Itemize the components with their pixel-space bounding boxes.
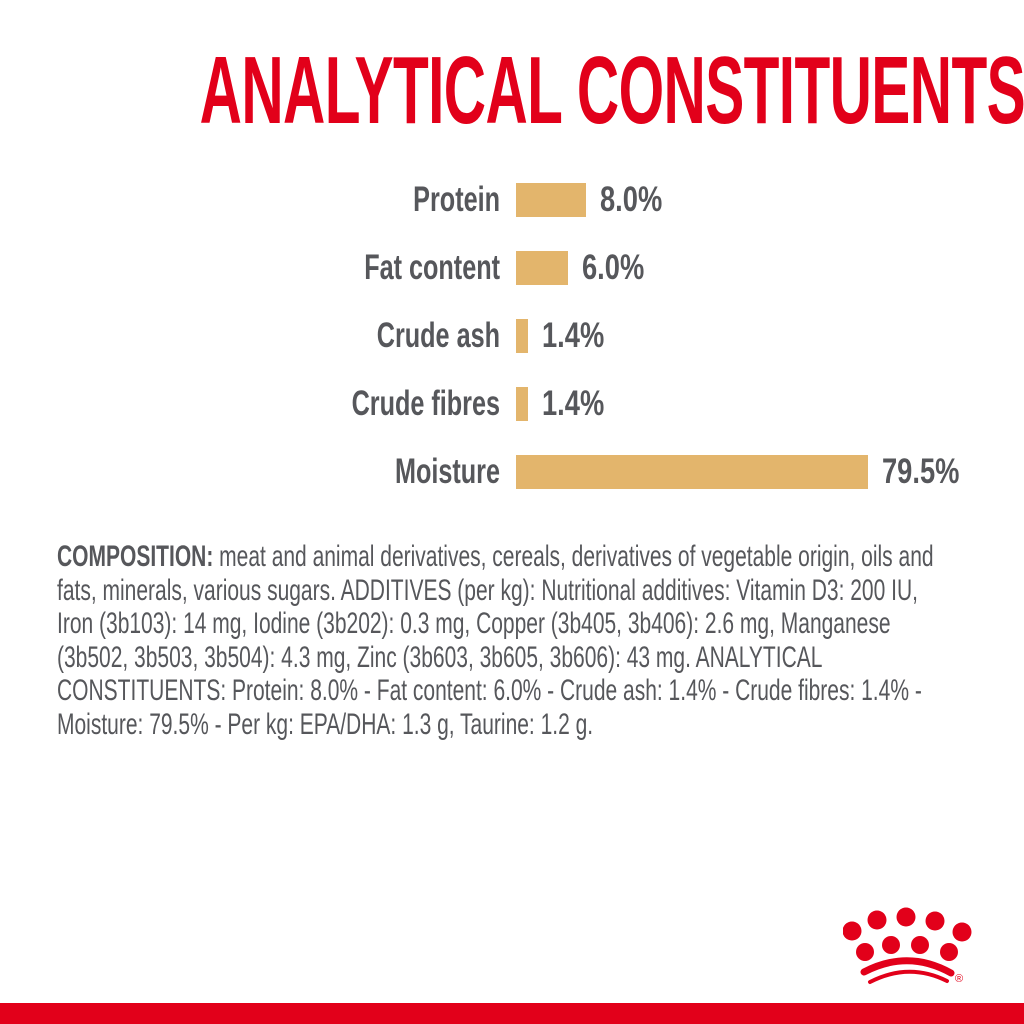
chart-category-label: Protein [413,180,500,219]
chart-value-label: 1.4% [542,316,605,355]
chart-value-label: 79.5% [882,452,960,491]
royal-canin-crown-logo-icon: ® [843,907,972,985]
composition-line: (3b502, 3b503, 3b504): 4.3 mg, Zinc (3b6… [57,640,823,674]
bottom-red-band [0,1003,1024,1024]
composition-line: COMPOSITION: meat and animal derivatives… [57,540,934,574]
chart-value-label: 6.0% [582,248,645,287]
composition-text: COMPOSITION: meat and animal derivatives… [57,540,1024,741]
page-title: ANALYTICAL CONSTITUENTS [199,37,1024,144]
chart-bar [516,319,529,353]
chart-row-crude-fibres: Crude fibres 1.4% [140,370,1000,438]
chart-row-fat-content: Fat content 6.0% [140,234,1000,302]
chart-bar [516,183,586,217]
chart-bar [516,251,569,285]
chart-category-label: Fat content [364,248,500,287]
chart-row-protein: Protein 8.0% [140,166,1000,234]
composition-bold-label: COMPOSITION: [57,540,214,573]
composition-line: Moisture: 79.5% - Per kg: EPA/DHA: 1.3 g… [57,707,594,741]
composition-line-text: meat and animal derivatives, cereals, de… [213,540,934,573]
analytical-constituents-chart: Protein 8.0% Fat content 6.0% Crude ash … [140,166,1000,506]
composition-line: CONSTITUENTS: Protein: 8.0% - Fat conten… [57,674,922,707]
composition-line: fats, minerals, various sugars. ADDITIVE… [57,573,918,607]
registered-mark: ® [955,973,963,985]
chart-category-label: Crude fibres [351,384,500,423]
chart-value-label: 8.0% [599,180,662,219]
chart-row-moisture: Moisture 79.5% [140,438,1000,506]
chart-value-label: 1.4% [542,384,605,423]
composition-line: Iron (3b103): 14 mg, Iodine (3b202): 0.3… [57,607,891,640]
chart-row-crude-ash: Crude ash 1.4% [140,302,1000,370]
chart-category-label: Moisture [394,452,500,491]
chart-bar [516,455,868,489]
chart-bar [516,387,529,421]
chart-category-label: Crude ash [376,316,500,355]
